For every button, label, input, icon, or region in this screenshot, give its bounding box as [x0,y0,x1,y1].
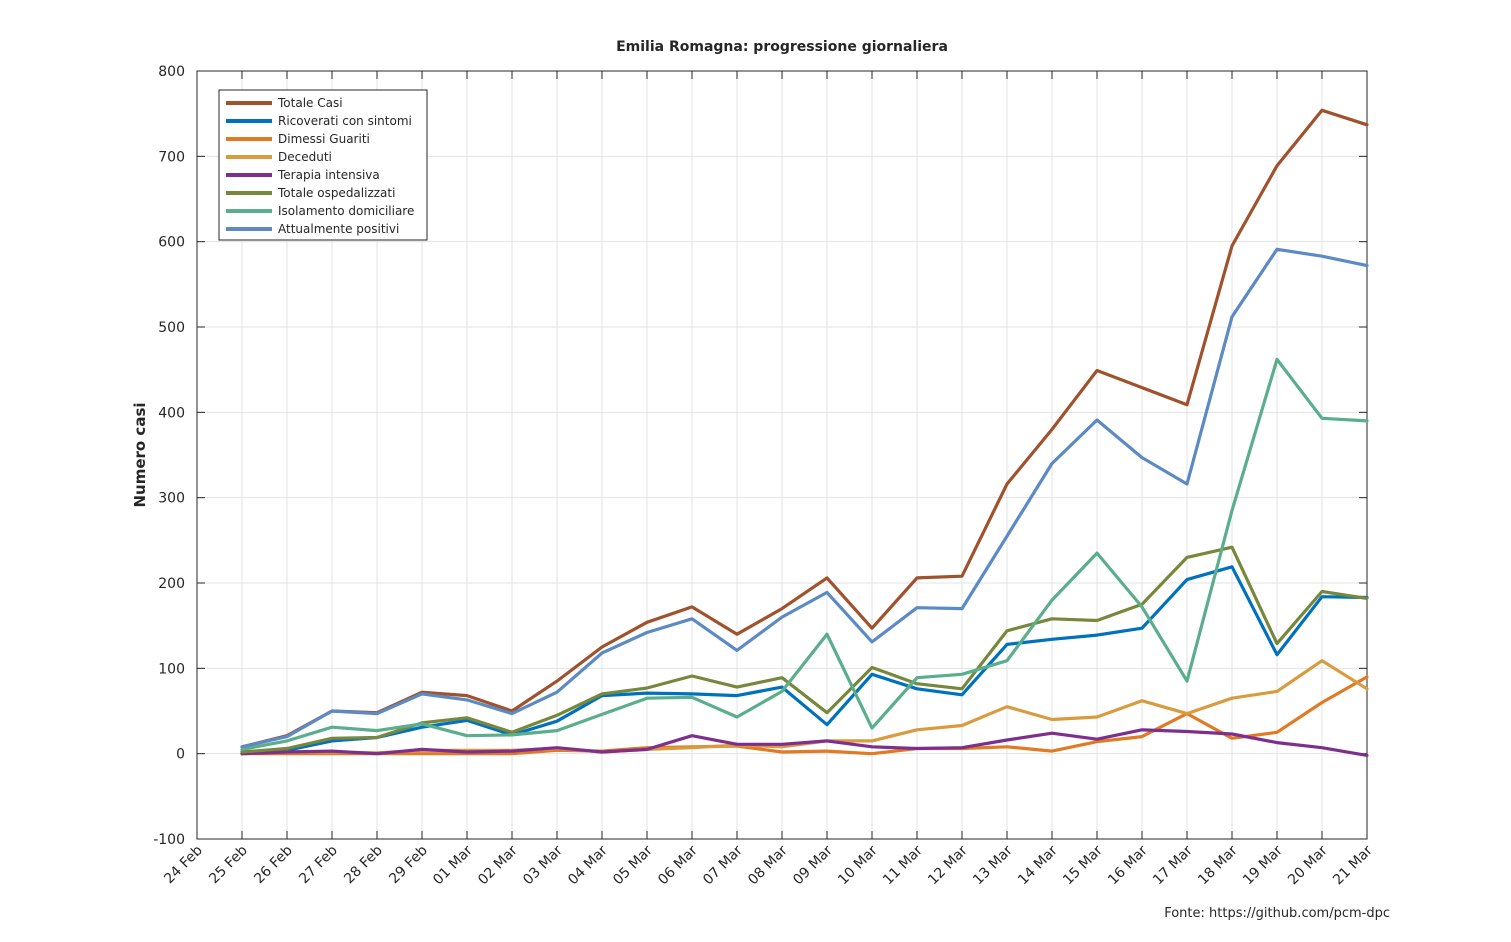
y-tick-label: 100 [158,661,185,677]
y-tick-label: 800 [158,64,185,80]
x-tick-label: 27 Feb [296,842,341,887]
x-tick-label: 17 Mar [1150,842,1196,888]
x-tick-label: 13 Mar [970,842,1016,888]
chart-title: Emilia Romagna: progressione giornaliera [616,39,948,55]
x-tick-label: 05 Mar [610,842,656,888]
x-tick-label: 02 Mar [475,842,521,888]
legend-box [218,89,428,241]
y-tick-label: 200 [158,576,185,592]
legend-label-dimessi-guariti: Dimessi Guariti [278,132,370,146]
x-tick-label: 15 Mar [1060,842,1106,888]
x-tick-label: 16 Mar [1105,842,1151,888]
x-tick-label: 12 Mar [925,842,971,888]
x-tick-label: 28 Feb [341,842,386,887]
x-tick-label: 06 Mar [655,842,701,888]
y-tick-label: 600 [158,235,185,251]
legend-label-totale-casi: Totale Casi [277,96,343,110]
y-tick-label: 500 [158,320,185,336]
x-tick-label: 10 Mar [835,842,881,888]
x-tick-label: 24 Feb [161,842,206,887]
x-tick-label: 29 Feb [386,842,431,887]
x-tick-label: 19 Mar [1240,842,1286,888]
x-tick-label: 07 Mar [700,842,746,888]
series-line-dimessi-guariti [240,675,1369,756]
y-tick-label: 400 [158,405,185,421]
legend-label-attualmente-positivi: Attualmente positivi [278,222,399,236]
x-tick-label: 08 Mar [745,842,791,888]
series-line-totale-ospedalizzati [240,545,1369,754]
y-tick-label: 0 [176,747,185,763]
series-line-isolamento-domiciliare [240,357,1369,751]
x-tick-label: 11 Mar [880,842,926,888]
source-note: Fonte: https://github.com/pcm-dpc [1164,906,1390,921]
y-tick-label: 300 [158,491,185,507]
legend-label-isolamento-domiciliare: Isolamento domiciliare [278,204,414,218]
series-line-totale-casi [240,108,1369,749]
legend: Totale Casi Ricoverati con sintomi Dimessi… [218,89,428,241]
x-tick-label: 14 Mar [1015,842,1061,888]
legend-label-terapia-intensiva: Terapia intensiva [277,168,380,182]
x-tick-label: 21 Mar [1330,842,1376,888]
legend-label-totale-ospedalizzati: Totale ospedalizzati [277,186,395,200]
series-line-attualmente-positivi [240,247,1369,749]
x-tick-label: 03 Mar [520,842,566,888]
x-tick-label: 01 Mar [430,842,476,888]
x-tick-label: 04 Mar [565,842,611,888]
y-axis-label: Numero casi [131,402,149,507]
legend-label-ricoverati-con-sintomi: Ricoverati con sintomi [278,114,412,128]
y-tick-label: 700 [158,149,185,165]
series-line-terapia-intensiva [240,728,1369,757]
x-tick-label: 20 Mar [1285,842,1331,888]
x-tick-label: 09 Mar [790,842,836,888]
series-lines [240,108,1369,757]
legend-label-deceduti: Deceduti [278,150,332,164]
x-tick-label: 25 Feb [206,842,251,887]
y-tick-label: -100 [153,832,185,848]
x-tick-label: 18 Mar [1195,842,1241,888]
x-tick-label: 26 Feb [251,842,296,887]
